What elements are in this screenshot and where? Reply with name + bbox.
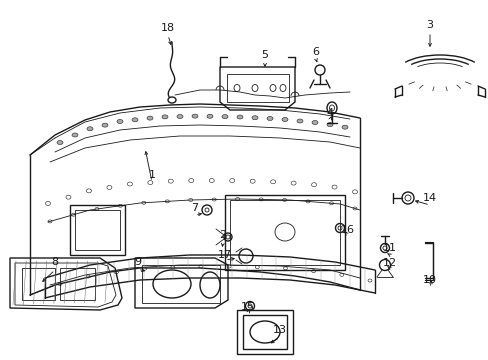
Ellipse shape (87, 127, 93, 131)
Ellipse shape (206, 114, 213, 118)
Text: 5: 5 (261, 50, 268, 60)
Text: 9: 9 (134, 257, 141, 267)
Text: 3: 3 (426, 20, 433, 30)
Bar (70, 205, 125, 255)
Ellipse shape (341, 125, 347, 129)
Text: 12: 12 (382, 258, 396, 268)
Ellipse shape (282, 117, 287, 122)
Bar (226, 74, 288, 102)
Text: 1: 1 (148, 170, 155, 180)
Bar (243, 315, 286, 349)
Bar (224, 195, 345, 270)
Ellipse shape (57, 140, 63, 144)
Text: 4: 4 (326, 108, 333, 118)
Ellipse shape (311, 121, 317, 125)
Ellipse shape (132, 118, 138, 122)
Text: 11: 11 (382, 243, 396, 253)
Ellipse shape (296, 119, 303, 123)
Text: 16: 16 (340, 225, 354, 235)
Text: 2: 2 (219, 230, 226, 240)
Ellipse shape (177, 114, 183, 118)
Ellipse shape (237, 115, 243, 119)
Ellipse shape (192, 114, 198, 118)
Ellipse shape (72, 133, 78, 137)
Bar (229, 200, 339, 265)
Ellipse shape (162, 115, 168, 119)
Ellipse shape (102, 123, 108, 127)
Text: 8: 8 (51, 257, 59, 267)
Text: 6: 6 (312, 47, 319, 57)
Bar (75, 210, 120, 250)
Text: 10: 10 (422, 275, 436, 285)
Ellipse shape (117, 120, 123, 123)
Ellipse shape (222, 114, 227, 119)
Text: 17: 17 (218, 250, 232, 260)
Bar (142, 265, 220, 303)
Text: 18: 18 (161, 23, 175, 33)
Ellipse shape (326, 123, 332, 127)
Text: 13: 13 (272, 325, 286, 335)
Text: 14: 14 (422, 193, 436, 203)
Text: 15: 15 (241, 302, 254, 312)
Ellipse shape (266, 117, 272, 121)
Text: 7: 7 (191, 203, 198, 213)
Ellipse shape (147, 116, 153, 120)
Bar (237, 310, 292, 354)
Ellipse shape (251, 116, 258, 120)
